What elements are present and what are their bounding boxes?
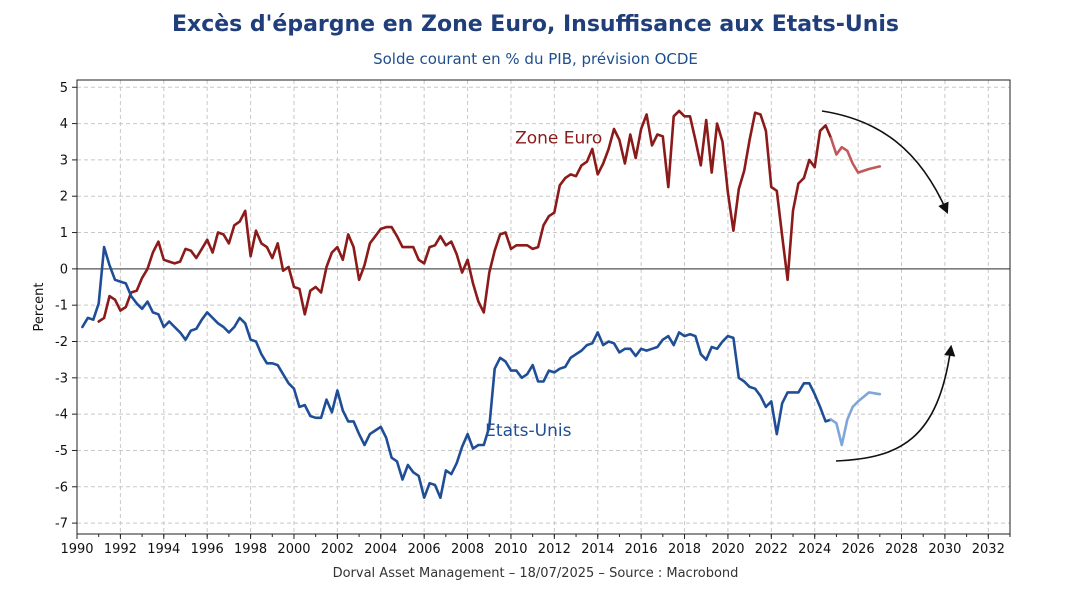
y-tick-label: -6 (55, 480, 68, 495)
x-tick-label: 2012 (538, 542, 571, 557)
x-tick-label: 2024 (798, 542, 831, 557)
x-tick-label: 2008 (451, 542, 484, 557)
series-etats-unis-forecast (829, 391, 882, 447)
x-tick-label: 2018 (668, 542, 701, 557)
label-etats-unis: Etats-Unis (485, 421, 571, 441)
series-group (81, 109, 882, 500)
y-tick-label: -2 (55, 335, 68, 350)
source-credit: Dorval Asset Management – 18/07/2025 – S… (332, 566, 739, 581)
x-tick-label: 2028 (885, 542, 918, 557)
x-tick-label: 1998 (234, 542, 267, 557)
y-tick-label: -7 (55, 517, 68, 532)
x-tick-label: 1990 (60, 542, 93, 557)
x-tick-label: 1994 (147, 542, 180, 557)
series-etats-unis (81, 245, 833, 500)
chart-title: Excès d'épargne en Zone Euro, Insuffisan… (171, 12, 899, 37)
y-axis-label: Percent (32, 283, 47, 332)
x-tick-label: 2020 (711, 542, 744, 557)
y-tick-label: -1 (55, 299, 68, 314)
y-tick-label: 3 (60, 153, 68, 168)
x-tick-label: 2032 (972, 542, 1005, 557)
x-tick-label: 2014 (581, 542, 614, 557)
arrow-down-icon (821, 110, 949, 215)
x-tick-label: 2010 (494, 542, 527, 557)
x-tick-label: 1992 (104, 542, 137, 557)
y-tick-label: -4 (55, 408, 68, 423)
label-zone-euro: Zone Euro (515, 129, 602, 149)
x-tick-label: 2004 (364, 542, 397, 557)
series-zone-euro-forecast (829, 136, 882, 174)
plot-border (76, 79, 1011, 535)
y-tick-label: -5 (55, 444, 68, 459)
y-tick-label: 0 (60, 262, 68, 277)
arrows-group (821, 110, 956, 462)
y-tick-label: 2 (60, 190, 68, 205)
x-tick-label: 2030 (928, 542, 961, 557)
series-zone-euro (97, 109, 833, 323)
x-tick-label: 2002 (321, 542, 354, 557)
x-axis: 1990 1992 1994 1996 1998 2000 2002 2004 2006 2008… (60, 534, 1011, 557)
y-tick-label: 1 (60, 226, 68, 241)
y-tick-label: 4 (60, 117, 68, 132)
y-axis: 5 4 3 2 1 0 -1 -2 -3 -4 -5 -6 -7 (55, 81, 77, 532)
y-tick-label: 5 (60, 81, 68, 96)
chart-subtitle: Solde courant en % du PIB, prévision OCD… (373, 50, 698, 68)
arrow-up-icon (835, 344, 956, 462)
x-tick-label: 2016 (625, 542, 658, 557)
x-tick-label: 2022 (755, 542, 788, 557)
x-tick-label: 2000 (277, 542, 310, 557)
plot-frame (76, 79, 1011, 535)
x-tick-label: 2006 (408, 542, 441, 557)
x-tick-label: 2026 (842, 542, 875, 557)
y-tick-label: -3 (55, 371, 68, 386)
x-tick-label: 1996 (191, 542, 224, 557)
